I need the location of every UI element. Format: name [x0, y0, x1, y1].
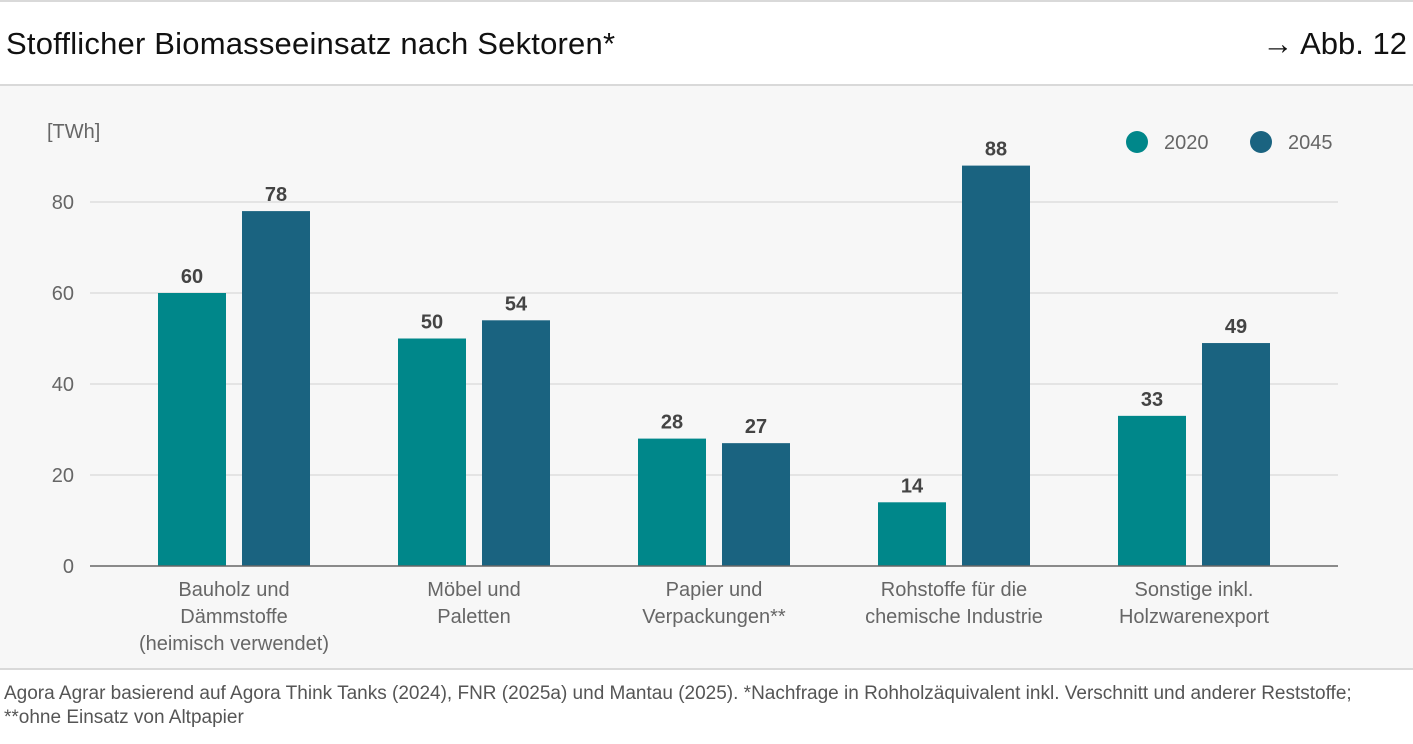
y-tick-label: 0 — [63, 556, 74, 578]
x-category-label: Bauholz und Dämmstoffe (heimisch verwendet… — [139, 579, 329, 655]
y-tick-label: 60 — [52, 283, 74, 305]
data-label: 27 — [745, 416, 767, 438]
bar-2020[interactable] — [878, 502, 946, 566]
x-category-label: Sonstige inkl. Holzwarenexport — [1119, 579, 1270, 628]
bar-2045[interactable] — [482, 320, 550, 566]
legend-label: 2045 — [1288, 132, 1333, 154]
data-label: 14 — [901, 475, 924, 497]
x-category-label-line: Bauholz und — [178, 579, 289, 601]
x-category-label-line: Paletten — [437, 606, 510, 628]
data-label: 60 — [181, 266, 203, 288]
legend-marker-2020 — [1126, 131, 1148, 153]
bar-2020[interactable] — [638, 438, 706, 566]
chart-area: 0 20 40 60 80 [TWh] 60 50 28 14 33 78 54 27 88 49 Bauhol… — [0, 86, 1413, 670]
top-rule — [0, 0, 1413, 2]
header: Stofflicher Biomasseeinsatz nach Sektore… — [0, 2, 1413, 86]
x-category-label-line: chemische Industrie — [865, 606, 1043, 628]
data-label: 88 — [985, 139, 1007, 161]
x-category-label-line: Holzwarenexport — [1119, 606, 1270, 628]
bar-chart: 0 20 40 60 80 [TWh] 60 50 28 14 33 78 54 27 88 49 Bauhol… — [47, 121, 1338, 655]
y-tick-label: 40 — [52, 374, 74, 396]
legend-marker-2045 — [1250, 131, 1272, 153]
x-category-label: Papier und Verpackungen** — [642, 579, 786, 628]
data-label: 78 — [265, 184, 287, 206]
bar-2020[interactable] — [158, 293, 226, 566]
x-category-label-line: Rohstoffe für die — [881, 579, 1027, 601]
x-category-label-line: Verpackungen** — [642, 606, 786, 628]
bar-2045[interactable] — [962, 165, 1030, 566]
x-category-label-line: Möbel und — [427, 579, 520, 601]
y-tick-label: 20 — [52, 465, 74, 487]
data-label: 28 — [661, 412, 683, 434]
bar-2020[interactable] — [1118, 415, 1186, 566]
bar-2045[interactable] — [242, 211, 310, 566]
figure-reference-link[interactable]: → Abb. 12 — [1262, 26, 1407, 61]
x-category-label-line: Dämmstoffe — [180, 606, 287, 628]
chart-title: Stofflicher Biomasseeinsatz nach Sektore… — [6, 26, 616, 61]
x-category-label: Rohstoffe für die chemische Industrie — [865, 579, 1043, 628]
source-note: Agora Agrar basierend auf Agora Think Ta… — [4, 683, 1352, 728]
x-category-label-line: Sonstige inkl. — [1135, 579, 1254, 601]
legend-label: 2020 — [1164, 132, 1209, 154]
y-tick-label: 80 — [52, 192, 74, 214]
data-label: 33 — [1141, 389, 1163, 411]
x-category-label-line: Papier und — [666, 579, 763, 601]
data-label: 50 — [421, 312, 443, 334]
y-axis-unit-label: [TWh] — [47, 121, 100, 143]
bar-2045[interactable] — [722, 443, 790, 566]
data-label: 54 — [505, 293, 528, 315]
x-category-label-line: (heimisch verwendet) — [139, 633, 329, 655]
x-category-label: Möbel und Paletten — [427, 579, 520, 628]
data-label: 49 — [1225, 316, 1247, 338]
bar-2045[interactable] — [1202, 343, 1270, 566]
bar-2020[interactable] — [398, 338, 466, 567]
